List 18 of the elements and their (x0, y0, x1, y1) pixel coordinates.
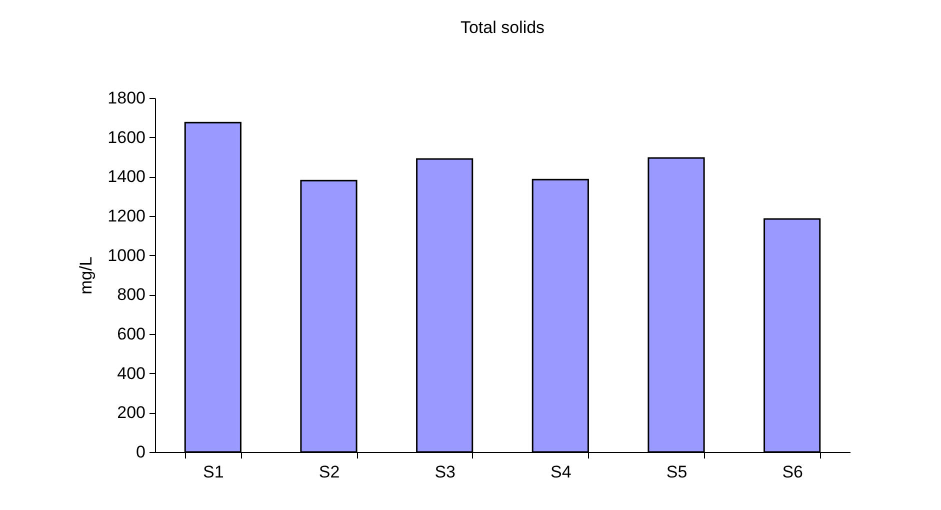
y-axis-title: mg/L (76, 256, 96, 294)
x-tick-label: S2 (318, 462, 340, 482)
y-tick-label: 1000 (108, 246, 146, 265)
x-tick-label: S4 (550, 462, 572, 482)
x-tick-label: S1 (203, 462, 224, 482)
x-tick-label: S5 (666, 462, 688, 482)
chart-title: Total solids (460, 18, 545, 37)
y-tick-label: 200 (117, 403, 146, 422)
x-tick-label: S6 (782, 462, 803, 482)
y-tick-label: 1800 (108, 88, 146, 108)
y-tick-label: 400 (117, 364, 146, 383)
x-tick-label: S3 (434, 462, 456, 482)
y-tick-label: 1600 (108, 128, 146, 147)
y-tick-label: 600 (117, 324, 146, 344)
y-tick-label: 1200 (108, 206, 146, 226)
y-tick-label: 0 (136, 442, 146, 462)
y-tick-label: 800 (117, 285, 146, 304)
y-tick-label: 1400 (108, 167, 146, 186)
